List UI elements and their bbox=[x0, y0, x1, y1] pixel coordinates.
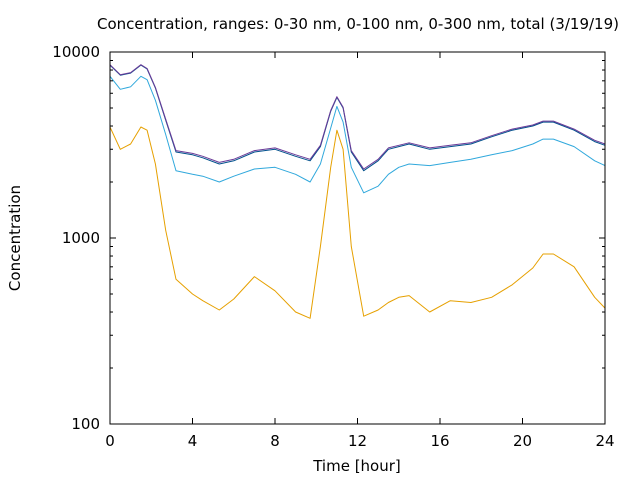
x-tick-label: 24 bbox=[595, 432, 614, 450]
x-axis-label: Time [hour] bbox=[312, 457, 401, 475]
x-tick-label: 16 bbox=[430, 432, 449, 450]
x-axis-ticks: 0 4 8 12 16 20 24 bbox=[105, 52, 615, 450]
series-line-2 bbox=[109, 75, 606, 194]
x-tick-label: 8 bbox=[270, 432, 280, 450]
y-tick-label: 100 bbox=[71, 415, 100, 433]
chart-title: Concentration, ranges: 0-30 nm, 0-100 nm… bbox=[97, 15, 619, 33]
x-tick-label: 12 bbox=[348, 432, 367, 450]
y-axis-label: Concentration bbox=[6, 185, 24, 291]
y-tick-label: 10000 bbox=[52, 43, 100, 61]
x-tick-label: 4 bbox=[188, 432, 198, 450]
y-tick-label: 1000 bbox=[62, 229, 100, 247]
y-axis-ticks: 100 1000 10000 bbox=[52, 43, 605, 433]
plot-lines bbox=[109, 64, 606, 319]
series-line-3 bbox=[109, 64, 606, 172]
series-line-4 bbox=[109, 64, 606, 170]
x-tick-label: 0 bbox=[105, 432, 115, 450]
series-line-1 bbox=[109, 126, 606, 319]
x-tick-label: 20 bbox=[513, 432, 532, 450]
plot-frame bbox=[109, 51, 606, 425]
